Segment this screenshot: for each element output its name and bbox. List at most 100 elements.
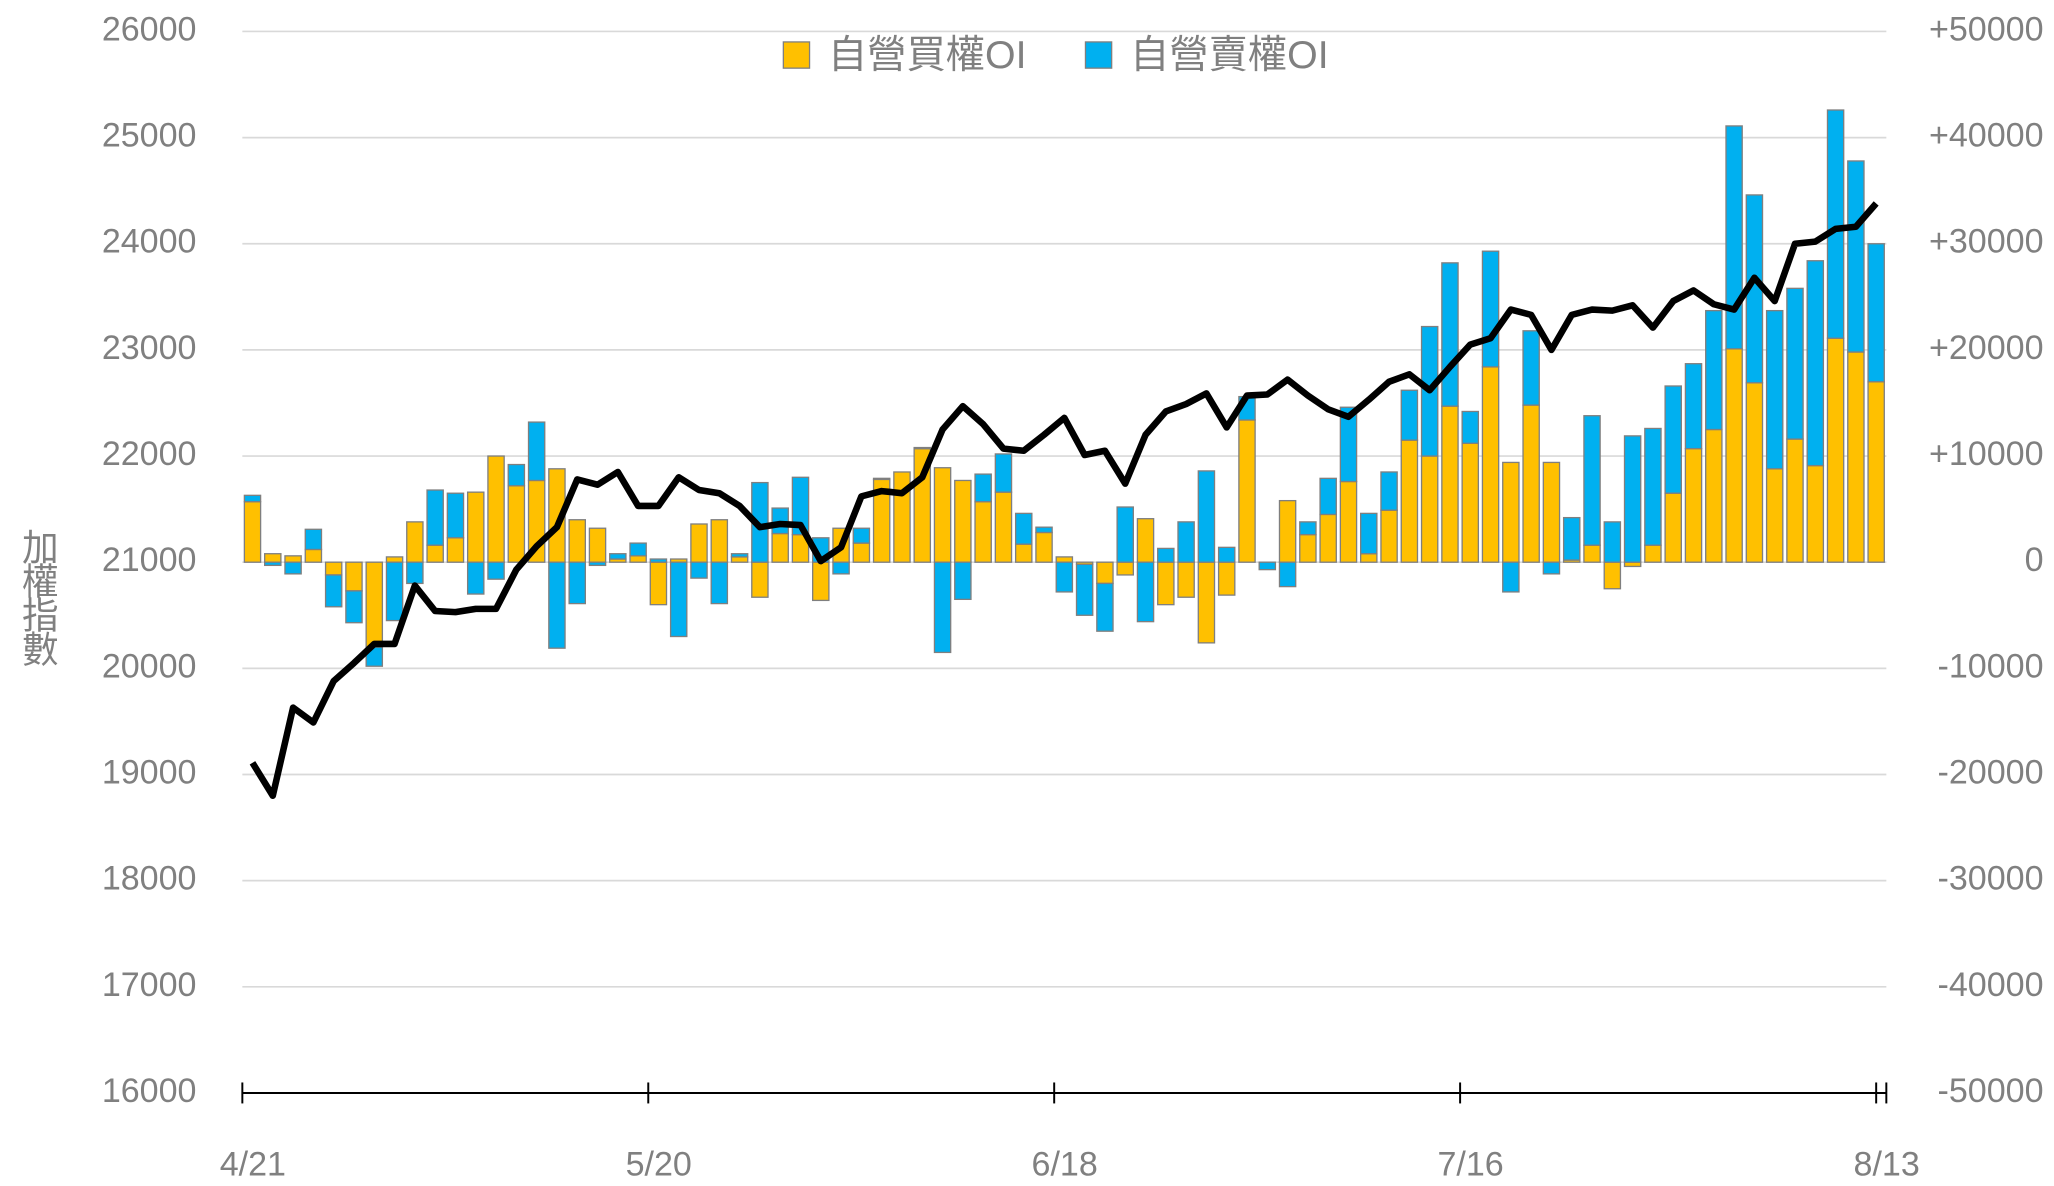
bar xyxy=(406,521,424,563)
bar xyxy=(264,561,282,567)
bar xyxy=(1096,561,1114,585)
bar xyxy=(1116,506,1134,563)
bar xyxy=(324,561,343,576)
x-tick-label: 8/13 xyxy=(1854,1145,1920,1183)
y2-tick-label: -50000 xyxy=(1938,1072,2044,1110)
bar xyxy=(1684,447,1703,563)
bar xyxy=(1725,125,1743,350)
bar xyxy=(1705,428,1723,563)
x-tick-label: 7/16 xyxy=(1437,1145,1503,1183)
bar xyxy=(1847,160,1865,353)
bar xyxy=(1238,419,1256,563)
bar xyxy=(1420,455,1439,563)
y-tick-label: 25000 xyxy=(102,117,197,155)
bar xyxy=(1786,438,1804,563)
bar xyxy=(1441,262,1459,407)
bar xyxy=(1522,404,1540,563)
y2-tick-label: +30000 xyxy=(1929,223,2044,261)
bar xyxy=(446,492,465,539)
bar xyxy=(446,537,465,563)
bar xyxy=(1360,553,1378,563)
bar xyxy=(365,561,384,648)
bar xyxy=(1035,531,1053,563)
bar xyxy=(264,553,282,563)
bar xyxy=(1136,561,1155,623)
bar xyxy=(588,527,607,563)
bar xyxy=(1806,260,1825,467)
bar xyxy=(1461,442,1480,563)
x-tick-label: 6/18 xyxy=(1032,1145,1098,1183)
bar xyxy=(1217,546,1236,563)
bar xyxy=(954,561,972,601)
bar xyxy=(1380,509,1398,563)
bar xyxy=(466,491,485,563)
bar xyxy=(1705,309,1723,431)
bar xyxy=(406,561,424,585)
y2-tick-label: -30000 xyxy=(1938,860,2044,898)
bar xyxy=(751,561,769,598)
bar xyxy=(1339,480,1358,563)
y-tick-label: 17000 xyxy=(102,966,197,1004)
bar xyxy=(1217,561,1236,596)
bar xyxy=(1339,406,1358,483)
bar xyxy=(284,555,302,563)
y-tick-label: 20000 xyxy=(102,647,197,685)
bar xyxy=(1583,544,1601,563)
bar xyxy=(710,519,729,563)
bar xyxy=(1867,243,1885,383)
bar xyxy=(609,553,627,560)
bar xyxy=(1400,389,1419,441)
bar xyxy=(1380,471,1398,511)
bar xyxy=(812,561,830,602)
bar xyxy=(1664,385,1682,494)
y2-tick-label: +20000 xyxy=(1929,329,2044,367)
bar xyxy=(1481,366,1500,563)
legend-label: 自營買權OI xyxy=(828,33,1027,77)
bar xyxy=(872,477,891,481)
bar xyxy=(1075,563,1094,616)
bar xyxy=(1481,250,1500,368)
bar xyxy=(832,561,850,575)
bar xyxy=(1502,561,1520,593)
bar xyxy=(527,421,546,482)
x-tick-label: 4/21 xyxy=(220,1145,286,1183)
y-tick-label: 24000 xyxy=(102,223,197,261)
bar xyxy=(1826,109,1845,339)
bar xyxy=(345,561,363,592)
bar xyxy=(324,574,343,608)
bar xyxy=(1583,415,1601,546)
legend-label: 自營賣權OI xyxy=(1130,33,1329,77)
y-tick-label: 19000 xyxy=(102,753,197,791)
y2-tick-label: -40000 xyxy=(1938,966,2044,1004)
bar xyxy=(243,501,262,563)
bar xyxy=(649,561,668,606)
bar xyxy=(1055,556,1074,563)
bar xyxy=(1157,547,1175,563)
bar xyxy=(385,561,404,622)
bar xyxy=(933,561,952,654)
bar xyxy=(1014,543,1033,563)
bar xyxy=(466,561,485,595)
y-tick-label: 22000 xyxy=(102,435,197,473)
bar xyxy=(1014,512,1033,545)
y2-tick-label: -10000 xyxy=(1938,647,2044,685)
y-axis-title: 加權指數 xyxy=(16,528,57,666)
x-tick-label: 5/20 xyxy=(626,1145,692,1183)
bar xyxy=(994,453,1013,493)
bar xyxy=(852,527,871,544)
bar xyxy=(1806,464,1825,563)
bar xyxy=(1725,348,1743,563)
bar xyxy=(1684,363,1703,450)
bar xyxy=(669,561,688,638)
bar xyxy=(1664,492,1682,563)
bar xyxy=(588,561,607,567)
bar xyxy=(1644,544,1662,563)
bar xyxy=(1258,561,1277,571)
bar xyxy=(1644,427,1662,546)
bar xyxy=(1157,561,1175,606)
bar xyxy=(954,479,972,563)
bar xyxy=(1116,561,1134,576)
bar xyxy=(852,542,871,563)
bar xyxy=(1867,381,1885,563)
